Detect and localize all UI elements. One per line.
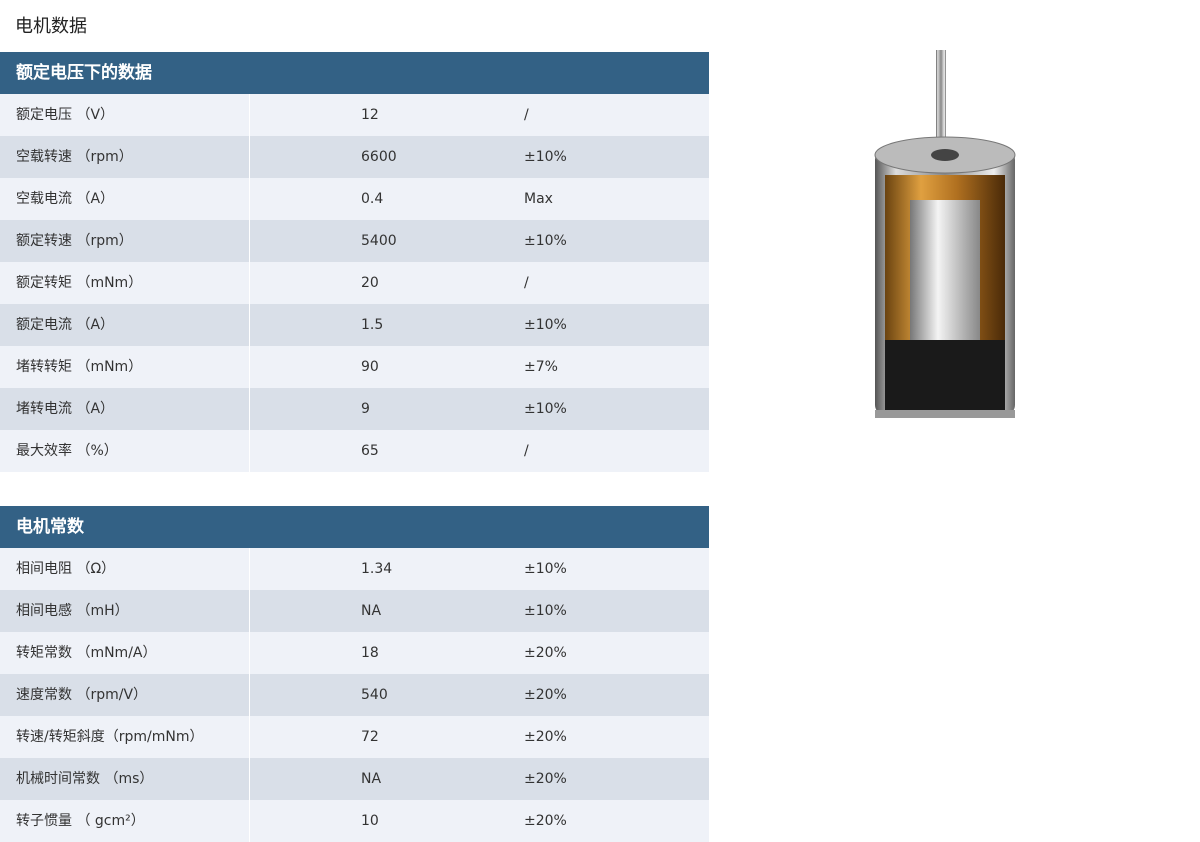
param-tolerance: ±20% xyxy=(524,687,567,703)
param-value: 1.34 xyxy=(361,561,393,577)
param-value: 5400 xyxy=(361,233,397,249)
table-row: 额定转矩 （mNm） 20 / xyxy=(0,262,709,304)
table-row: 空载电流 （A） 0.4 Max xyxy=(0,178,709,220)
table-row: 额定电压 （V） 12 / xyxy=(0,94,709,136)
param-name: 转速/转矩斜度（rpm/mNm） xyxy=(0,716,250,758)
param-value: 65 xyxy=(361,443,379,459)
param-value: 12 xyxy=(361,107,379,123)
table-row: 转矩常数 （mNm/A） 18 ±20% xyxy=(0,632,709,674)
param-name: 堵转电流 （A） xyxy=(0,388,250,430)
param-name: 空载电流 （A） xyxy=(0,178,250,220)
param-tolerance: Max xyxy=(524,191,553,207)
table-row: 额定转速 （rpm） 5400 ±10% xyxy=(0,220,709,262)
param-value: 72 xyxy=(361,729,379,745)
param-value: 6600 xyxy=(361,149,397,165)
param-name: 速度常数 （rpm/V） xyxy=(0,674,250,716)
param-name: 额定转矩 （mNm） xyxy=(0,262,250,304)
param-name: 额定电流 （A） xyxy=(0,304,250,346)
param-tolerance: / xyxy=(524,443,529,459)
table-row: 机械时间常数 （ms） NA ±20% xyxy=(0,758,709,800)
param-name: 相间电感 （mH） xyxy=(0,590,250,632)
param-name: 额定电压 （V） xyxy=(0,94,250,136)
page-title: 电机数据 xyxy=(15,16,87,37)
param-tolerance: / xyxy=(524,275,529,291)
table-row: 堵转转矩 （mNm） 90 ±7% xyxy=(0,346,709,388)
param-name: 最大效率 （%） xyxy=(0,430,250,472)
param-value: NA xyxy=(361,603,382,619)
param-value: 540 xyxy=(361,687,388,703)
param-tolerance: ±10% xyxy=(524,317,567,333)
param-tolerance: ±20% xyxy=(524,645,567,661)
table-heading: 额定电压下的数据 xyxy=(0,52,709,94)
param-name: 转矩常数 （mNm/A） xyxy=(0,632,250,674)
table-row: 相间电阻 （Ω） 1.34 ±10% xyxy=(0,548,709,590)
param-value: 18 xyxy=(361,645,379,661)
param-name: 额定转速 （rpm） xyxy=(0,220,250,262)
param-name: 机械时间常数 （ms） xyxy=(0,758,250,800)
param-name: 空载转速 （rpm） xyxy=(0,136,250,178)
rated-voltage-table: 额定电压下的数据 额定电压 （V） 12/空载转速 （rpm） 6600 ±10% 空载… xyxy=(0,52,709,472)
param-value: 0.4 xyxy=(361,191,384,207)
param-tolerance: ±20% xyxy=(524,813,567,829)
motor-constants-table: 电机常数 相间电阻 （Ω） 1.34 ±10% 相间电感 （mH） NA ±10% 转矩常数… xyxy=(0,506,709,842)
param-name: 转子惯量 （ gcm²） xyxy=(0,800,250,842)
param-tolerance: ±10% xyxy=(524,233,567,249)
param-tolerance: ±7% xyxy=(524,359,558,375)
table-heading: 电机常数 xyxy=(0,506,709,548)
table-row: 最大效率 （%） 65 / xyxy=(0,430,709,472)
table-row: 转速/转矩斜度（rpm/mNm） 72 ±20% xyxy=(0,716,709,758)
table-row: 额定电流 （A） 1.5 ±10% xyxy=(0,304,709,346)
table-row: 转子惯量 （ gcm²） 10 ±20% xyxy=(0,800,709,842)
param-name: 堵转转矩 （mNm） xyxy=(0,346,250,388)
motor-image xyxy=(874,50,1016,418)
table-row: 相间电感 （mH） NA ±10% xyxy=(0,590,709,632)
param-value: 10 xyxy=(361,813,379,829)
param-tolerance: ±20% xyxy=(524,771,567,787)
table-row: 堵转电流 （A） 9 ±10% xyxy=(0,388,709,430)
table-row: 速度常数 （rpm/V） 540 ±20% xyxy=(0,674,709,716)
param-tolerance: ±10% xyxy=(524,561,567,577)
param-value: 20 xyxy=(361,275,379,291)
param-value: 9 xyxy=(361,401,370,417)
param-value: NA xyxy=(361,771,382,787)
param-tolerance: ±10% xyxy=(524,149,567,165)
param-name: 相间电阻 （Ω） xyxy=(0,548,250,590)
param-tolerance: ±10% xyxy=(524,603,567,619)
table-row: 空载转速 （rpm） 6600 ±10% xyxy=(0,136,709,178)
param-value: 1.5 xyxy=(361,317,384,333)
param-value: 90 xyxy=(361,359,379,375)
param-tolerance: / xyxy=(524,107,529,123)
param-tolerance: ±20% xyxy=(524,729,567,745)
param-tolerance: ±10% xyxy=(524,401,567,417)
